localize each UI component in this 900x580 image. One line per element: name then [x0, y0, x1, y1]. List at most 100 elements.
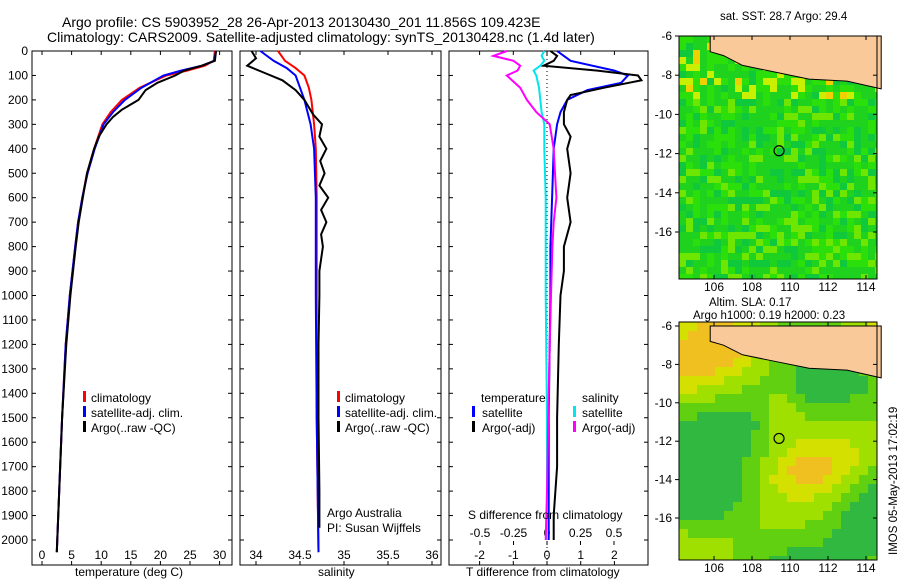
map-cell — [805, 106, 812, 113]
annotation-argo-australia: Argo Australia — [327, 506, 402, 520]
map-cell — [742, 225, 749, 232]
map-cell — [686, 106, 693, 113]
map-cell — [791, 120, 798, 127]
map-cell — [847, 260, 854, 267]
map-cell — [784, 274, 791, 279]
map-cell — [733, 439, 742, 448]
map-cell — [679, 106, 686, 113]
map-cell — [728, 183, 735, 190]
sla-map: 106 108 110 112 114-6-8-10-12-14-16 — [655, 319, 882, 575]
map-cell — [749, 246, 756, 253]
map-cell — [854, 155, 861, 162]
map-cell — [706, 376, 715, 385]
map-cell — [721, 274, 728, 279]
map-cell — [760, 358, 769, 367]
map-cell — [714, 253, 721, 260]
map-cell — [742, 204, 749, 211]
map-cell — [679, 385, 688, 394]
map-cell — [854, 218, 861, 225]
map-cell — [742, 120, 749, 127]
map-cell — [854, 267, 861, 274]
map-cell — [796, 466, 805, 475]
map-cell — [686, 204, 693, 211]
map-cell — [706, 493, 715, 502]
map-cell — [679, 430, 688, 439]
x-tick-label-s-diff: -0.5 — [470, 526, 491, 540]
map-cell — [679, 50, 686, 57]
map-cell — [707, 155, 714, 162]
map-cell — [721, 148, 728, 155]
map-cell — [693, 155, 700, 162]
map-cell — [805, 169, 812, 176]
map-cell — [812, 162, 819, 169]
map-cell — [714, 225, 721, 232]
map-cell — [733, 448, 742, 457]
map-cell — [686, 176, 693, 183]
map-cell — [728, 99, 735, 106]
map-cell — [868, 176, 875, 183]
map-cell — [770, 127, 777, 134]
map-cell — [693, 106, 700, 113]
map-cell — [742, 162, 749, 169]
map-cell — [686, 253, 693, 260]
map-cell — [770, 113, 777, 120]
map-cell — [841, 376, 850, 385]
map-cell — [805, 448, 814, 457]
map-cell — [697, 403, 706, 412]
map-cell — [724, 466, 733, 475]
map-cell — [769, 439, 778, 448]
map-cell — [693, 78, 700, 85]
map-cell — [805, 232, 812, 239]
map-cell — [693, 218, 700, 225]
map-cell — [679, 218, 686, 225]
map-cell — [805, 225, 812, 232]
map-cell — [819, 183, 826, 190]
map-cell — [742, 190, 749, 197]
map-cell — [833, 260, 840, 267]
map-cell — [728, 274, 735, 279]
map-cell — [796, 556, 805, 560]
map-cell — [724, 448, 733, 457]
map-cell — [787, 448, 796, 457]
imos-timestamp: IMOS 05-May-2013 17:02:19 — [888, 407, 900, 555]
map-cell — [679, 92, 686, 99]
map-cell — [756, 99, 763, 106]
map-cell — [742, 358, 751, 367]
map-cell — [805, 274, 812, 279]
map-cell — [859, 448, 868, 457]
map-cell — [763, 225, 770, 232]
map-cell — [706, 556, 715, 560]
map-cell — [715, 385, 724, 394]
map-cell — [784, 183, 791, 190]
map-cell — [868, 260, 875, 267]
map-cell — [770, 267, 777, 274]
map-cell — [763, 106, 770, 113]
map-cell — [700, 211, 707, 218]
map-cell — [756, 260, 763, 267]
map-cell — [847, 190, 854, 197]
y-tick-label: 200 — [8, 93, 28, 107]
map-cell — [707, 267, 714, 274]
legend-marker-argo — [83, 421, 86, 432]
map-cell — [840, 232, 847, 239]
map-cell — [791, 211, 798, 218]
map-cell — [679, 162, 686, 169]
map-cell — [742, 376, 751, 385]
map-cell — [724, 457, 733, 466]
map-cell — [791, 218, 798, 225]
map-cell — [697, 349, 706, 358]
map-cell — [742, 260, 749, 267]
map-cell — [724, 421, 733, 430]
map-cell — [688, 376, 697, 385]
map-cell — [805, 218, 812, 225]
map-cell — [693, 113, 700, 120]
map-cell — [784, 246, 791, 253]
map-cell — [875, 211, 877, 218]
map-cell — [721, 267, 728, 274]
map-cell — [777, 71, 784, 78]
map-cell — [724, 547, 733, 556]
y-tick-label: 300 — [8, 117, 28, 131]
map-cell — [749, 190, 756, 197]
map-cell — [724, 493, 733, 502]
map-cell — [805, 183, 812, 190]
